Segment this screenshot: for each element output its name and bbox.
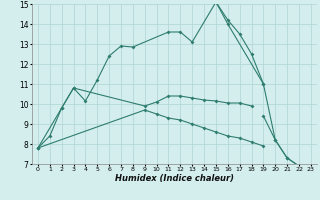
X-axis label: Humidex (Indice chaleur): Humidex (Indice chaleur) (115, 174, 234, 183)
